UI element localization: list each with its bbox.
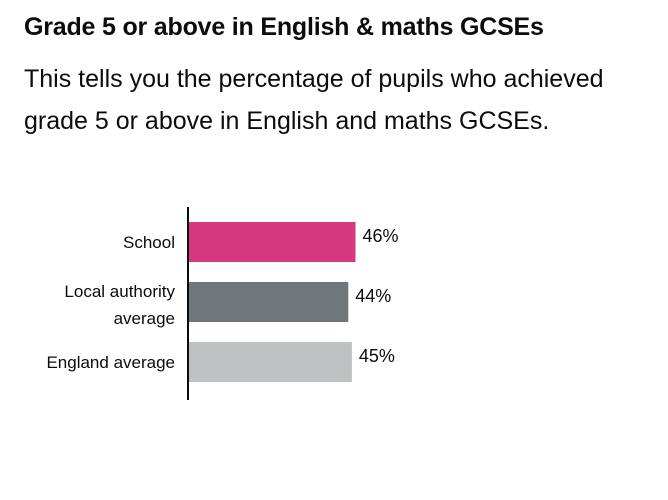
bar-local-authority-average <box>189 282 349 322</box>
category-label-local-authority-average-line-2: average <box>114 309 175 328</box>
category-label-england-average: England average <box>46 353 175 372</box>
value-label-school: 46% <box>363 226 399 246</box>
bar-school <box>189 222 356 262</box>
chart-description: This tells you the percentage of pupils … <box>24 65 604 135</box>
category-label-local-authority-average-line-1: Local authority <box>64 282 175 301</box>
category-label-school: School <box>123 233 175 252</box>
bar-chart: School 46% Local authority average 44% Englan… <box>46 207 399 400</box>
value-label-local-authority-average: 44% <box>355 286 391 306</box>
value-label-england-average: 45% <box>359 346 395 366</box>
bar-england-average <box>189 342 352 382</box>
chart-title: Grade 5 or above in English & maths GCSE… <box>24 13 544 41</box>
